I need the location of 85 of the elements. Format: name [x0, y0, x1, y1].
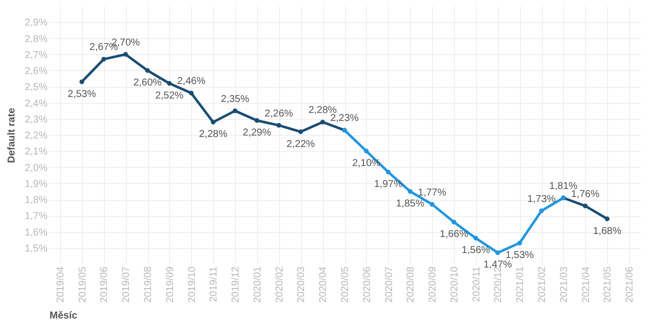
y-axis-title: Default rate: [6, 108, 18, 164]
y-tick-label: 1,6%: [24, 227, 48, 238]
point: [473, 236, 478, 241]
x-tick-label: 2020/01: [252, 266, 264, 303]
point: [320, 120, 325, 124]
y-tick-label: 2,1%: [24, 146, 48, 158]
x-tick-label: 2021/01: [515, 266, 526, 303]
x-tick-label: 2021/06: [624, 266, 636, 303]
data-label: 1,53%: [505, 250, 534, 262]
x-tick-label: 2019/06: [99, 266, 110, 303]
x-tick-label: 2020/11: [471, 266, 482, 302]
point: [232, 108, 238, 114]
x-tick-label: 2019/12: [230, 266, 242, 303]
y-tick-label: 2,9%: [24, 18, 48, 29]
data-label: 2,35%: [220, 94, 250, 105]
data-label: 2,26%: [264, 108, 294, 120]
point: [167, 81, 172, 86]
x-tick-label: 2020/02: [274, 266, 286, 303]
data-label: 2,22%: [286, 138, 316, 150]
x-tick-label: 2019/07: [121, 266, 132, 303]
data-label: 1,68%: [592, 226, 622, 237]
data-label: 2,29%: [242, 127, 272, 138]
data-label: 2,46%: [177, 76, 206, 88]
data-label: 2,23%: [330, 113, 359, 124]
data-label: 1,56%: [462, 245, 490, 256]
y-tick-label: 1,7%: [24, 211, 48, 222]
data-label: 1,66%: [440, 229, 468, 240]
y-tick-label: 2,8%: [24, 34, 48, 45]
data-label: 2,28%: [198, 129, 228, 140]
x-tick-label: 2019/08: [143, 266, 154, 303]
x-tick-label: 2019/04: [55, 266, 66, 303]
x-tick-label: 2020/05: [340, 266, 351, 303]
data-label: 1,85%: [396, 198, 424, 210]
y-tick-label: 2,3%: [24, 114, 48, 126]
x-axis-title: Měsíc: [50, 310, 78, 322]
y-tick-label: 2,0%: [24, 162, 48, 174]
x-tick-label: 2020/08: [406, 266, 417, 303]
x-tick-label: 2021/05: [602, 266, 614, 303]
x-tick-label: 2020/07: [384, 266, 395, 303]
x-tick-label: 2020/06: [362, 266, 373, 303]
point: [210, 120, 216, 124]
data-label: 1,73%: [527, 194, 556, 205]
x-tick-label: 2019/11: [208, 266, 220, 302]
point: [452, 220, 456, 224]
point: [364, 148, 369, 154]
data-label: 1,77%: [418, 187, 446, 198]
point: [276, 122, 282, 128]
data-label: 1,97%: [374, 179, 403, 190]
point: [188, 90, 194, 96]
x-tick-label: 2019/09: [164, 266, 176, 303]
point: [517, 240, 522, 246]
y-tick-label: 2,6%: [24, 66, 48, 77]
x-tick-label: 2019/05: [77, 266, 88, 303]
x-tick-label: 2020/03: [296, 266, 308, 303]
point: [254, 118, 260, 123]
x-tick-label: 2019/10: [186, 266, 198, 303]
point: [101, 56, 106, 62]
y-tick-label: 2,5%: [24, 82, 48, 94]
point: [145, 68, 150, 73]
x-tick-label: 2021/04: [580, 266, 592, 303]
point: [408, 189, 413, 194]
x-tick-label: 2020/12: [493, 266, 504, 303]
point: [539, 208, 544, 214]
point: [430, 202, 434, 207]
data-label: 2,60%: [133, 78, 162, 88]
data-label: 2,52%: [155, 90, 184, 102]
x-tick-label: 2021/03: [558, 266, 570, 303]
point: [123, 52, 128, 57]
y-tick-label: 2,7%: [24, 50, 48, 61]
x-tick-label: 2020/10: [449, 266, 460, 303]
point: [298, 129, 304, 134]
point: [386, 170, 391, 174]
y-tick-label: 1,8%: [24, 195, 48, 206]
point: [604, 216, 610, 222]
point: [582, 204, 588, 208]
x-tick-label: 2020/04: [318, 266, 330, 303]
y-tick-label: 2,4%: [24, 98, 48, 110]
data-label: 2,53%: [68, 88, 96, 100]
point: [495, 250, 500, 256]
y-tick-label: 1,5%: [24, 243, 48, 254]
y-tick-label: 2,2%: [24, 130, 48, 142]
x-tick-label: 2021/02: [537, 266, 548, 303]
x-tick-label: 2020/09: [428, 266, 439, 303]
point: [79, 79, 84, 84]
y-tick-label: 1,9%: [24, 178, 48, 190]
